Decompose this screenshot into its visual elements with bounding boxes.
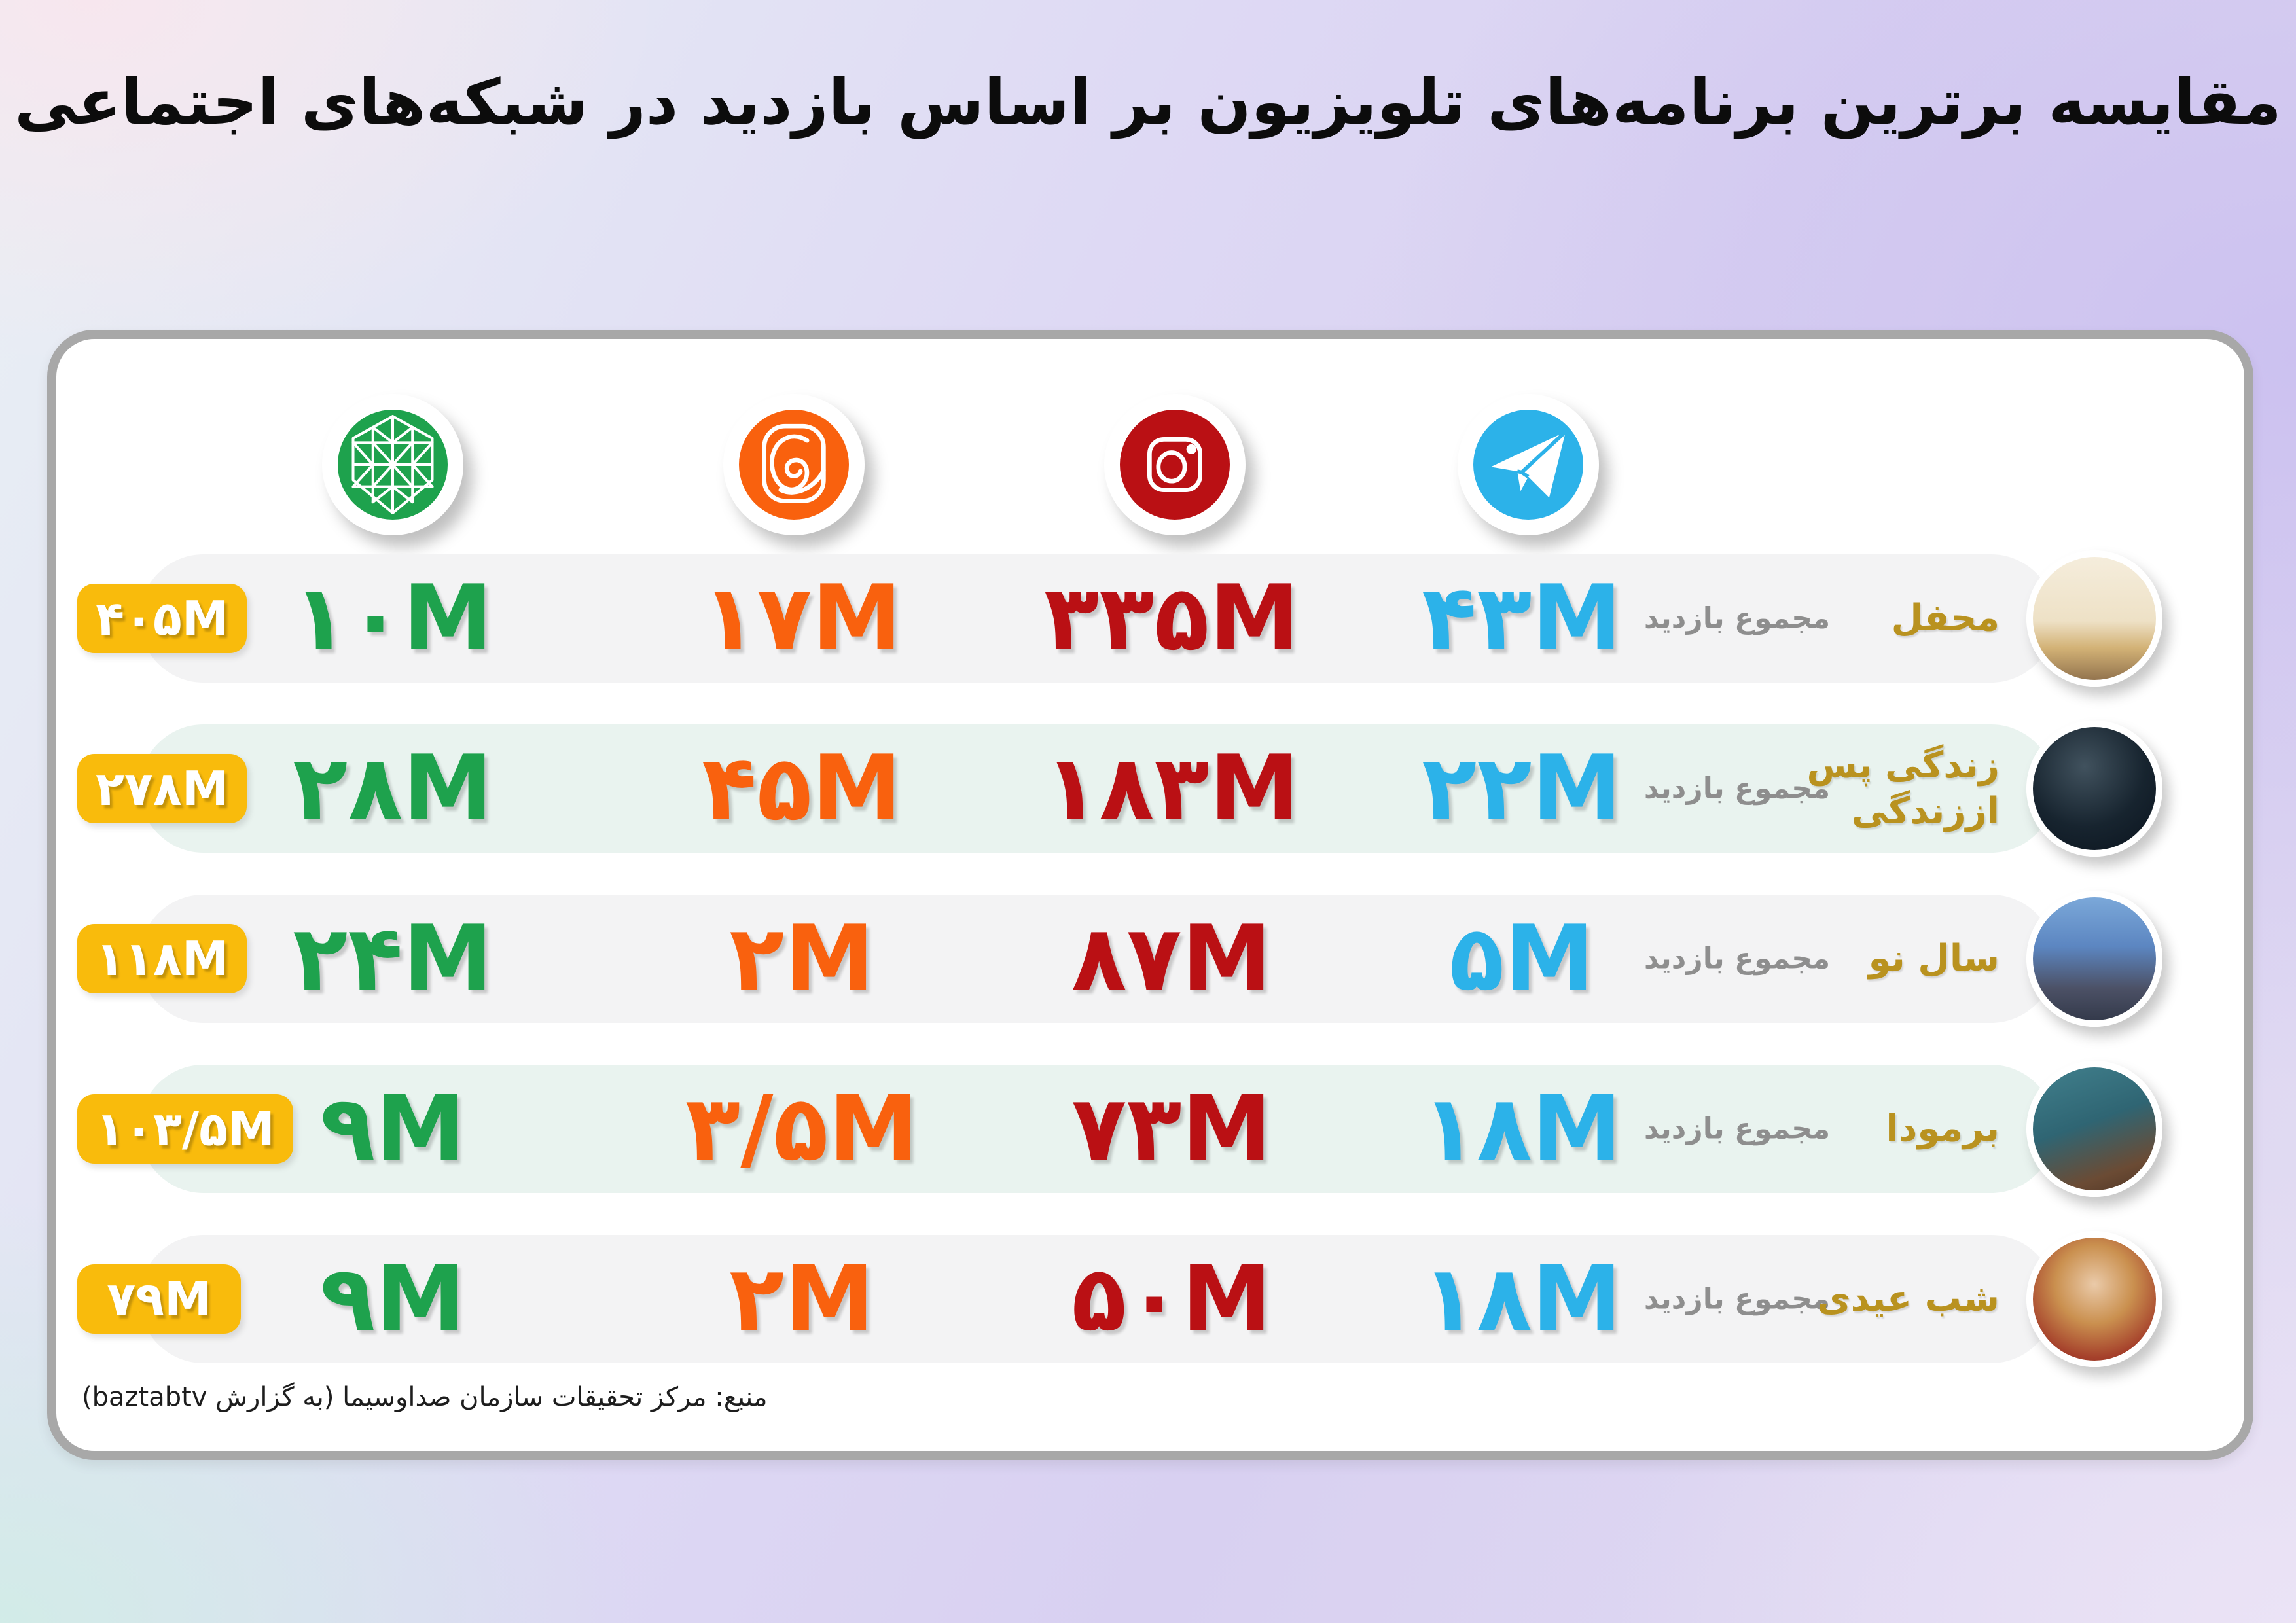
views-label: مجموع بازدید	[1643, 601, 1831, 635]
eitaa-views: ۳/۵M	[685, 1076, 919, 1181]
total-views-badge: ۲۷۸M	[77, 754, 247, 823]
instagram-views: ۵۰M	[1071, 1246, 1272, 1351]
total-views-badge: ۱۱۸M	[77, 924, 247, 993]
telegram-views: ۱۸M	[1422, 1246, 1622, 1351]
eitaa-icon	[723, 394, 865, 535]
table-row: ۷۹M ۹M ۲M ۵۰M ۱۸M مجموع بازدید شب عیدی	[77, 1231, 2162, 1367]
views-label: مجموع بازدید	[1643, 772, 1831, 806]
eitaa-views: ۲M	[729, 906, 874, 1011]
green-network-views: ۹M	[320, 1246, 465, 1351]
program-avatar	[2026, 1231, 2162, 1367]
page-title: مقایسه برترین برنامه‌های تلویزیون بر اسا…	[14, 65, 2282, 139]
views-label: مجموع بازدید	[1643, 1282, 1831, 1316]
green-polyhedron-icon	[322, 394, 463, 535]
table-row: ۴۰۵M ۱۰M ۱۷M ۳۳۵M ۴۳M مجموع بازدید محفل	[77, 550, 2162, 687]
total-views-badge: ۷۹M	[77, 1264, 241, 1334]
telegram-views: ۴۳M	[1422, 565, 1622, 671]
views-label: مجموع بازدید	[1643, 942, 1831, 976]
eitaa-views: ۴۵M	[702, 736, 902, 841]
total-views-value: ۱۰۳/۵M	[96, 1101, 275, 1156]
telegram-views: ۱۸M	[1422, 1076, 1622, 1181]
program-name: برمودا	[1886, 1107, 2000, 1150]
eitaa-views: ۱۷M	[702, 565, 902, 671]
total-views-value: ۷۹M	[107, 1272, 211, 1327]
source-note: منبع: مرکز تحقیقات سازمان صداوسیما (به گ…	[82, 1382, 768, 1412]
green-network-views: ۱۰M	[293, 565, 493, 671]
telegram-views: ۵M	[1449, 906, 1594, 1011]
green-network-views: ۲۴M	[293, 906, 493, 1011]
telegram-icon	[1458, 394, 1599, 535]
program-avatar	[2026, 891, 2162, 1027]
total-views-value: ۲۷۸M	[96, 761, 229, 816]
views-label: مجموع بازدید	[1643, 1112, 1831, 1146]
table-row: ۲۷۸M ۲۸M ۴۵M ۱۸۳M ۲۲M مجموع بازدید زندگی…	[77, 721, 2162, 857]
instagram-icon	[1104, 394, 1246, 535]
total-views-value: ۴۰۵M	[96, 591, 229, 646]
program-avatar	[2026, 550, 2162, 687]
instagram-views: ۱۸۳M	[1043, 736, 1300, 841]
total-views-value: ۱۱۸M	[96, 931, 229, 986]
instagram-views: ۸۷M	[1071, 906, 1272, 1011]
program-name: محفل	[1891, 597, 2000, 639]
program-avatar	[2026, 1061, 2162, 1197]
program-name: سال نو	[1868, 937, 2000, 980]
program-name: شب عیدی	[1817, 1277, 2000, 1320]
program-avatar	[2026, 721, 2162, 857]
instagram-views: ۷۳M	[1071, 1076, 1272, 1181]
eitaa-views: ۲M	[729, 1246, 874, 1351]
table-row: ۱۰۳/۵M ۹M ۳/۵M ۷۳M ۱۸M مجموع بازدید برمو…	[77, 1061, 2162, 1197]
instagram-views: ۳۳۵M	[1043, 565, 1300, 671]
green-network-views: ۹M	[320, 1076, 465, 1181]
telegram-views: ۲۲M	[1422, 736, 1622, 841]
table-row: ۱۱۸M ۲۴M ۲M ۸۷M ۵M مجموع بازدید سال نو	[77, 891, 2162, 1027]
program-name: زندگی پس اززندگی	[1806, 744, 2000, 832]
total-views-badge: ۴۰۵M	[77, 584, 247, 653]
green-network-views: ۲۸M	[293, 736, 493, 841]
total-views-badge: ۱۰۳/۵M	[77, 1094, 293, 1164]
